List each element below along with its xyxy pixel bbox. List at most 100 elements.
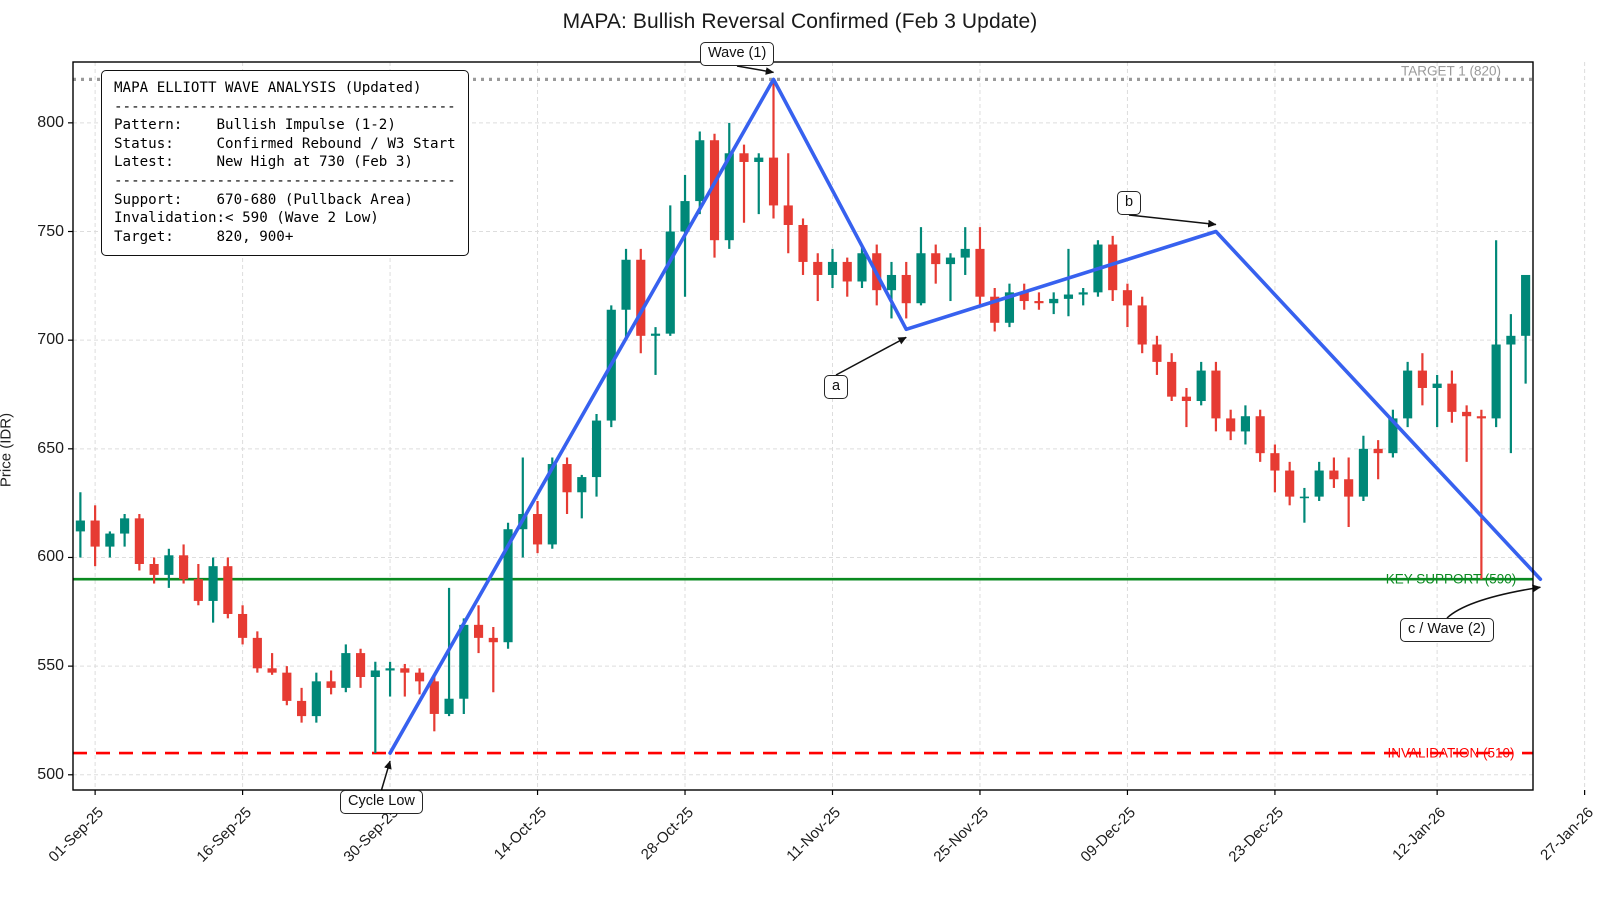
candle-body [414, 672, 425, 682]
candle-body [1137, 305, 1147, 345]
annotation-arrows [380, 65, 1541, 791]
candle-body [341, 653, 351, 688]
candle-body [1314, 470, 1324, 497]
candlestick-series [75, 79, 1531, 754]
chart-title: MAPA: Bullish Reversal Confirmed (Feb 3 … [562, 10, 1038, 33]
candle-body [1078, 292, 1088, 295]
candle-body [813, 261, 823, 275]
candle-body [1358, 448, 1368, 497]
candle-body [1004, 292, 1015, 323]
candle-body [901, 274, 911, 304]
candle-body [532, 514, 543, 545]
y-tick-label: 600 [37, 548, 64, 566]
candle-body [1226, 418, 1236, 432]
candle-body [1063, 294, 1074, 299]
candle-body [1211, 370, 1221, 419]
candle-body [282, 672, 292, 701]
candle-body [503, 529, 513, 643]
candle-body [724, 153, 734, 241]
y-tick-label: 650 [37, 439, 64, 457]
candle-body [1196, 370, 1206, 402]
elliott-wave-path [388, 77, 1543, 755]
candle-body [1447, 383, 1457, 412]
candle-body [827, 261, 838, 275]
candle-body [488, 637, 498, 643]
y-tick-label: 700 [37, 331, 64, 349]
callout-wave-1: Wave (1) [700, 42, 775, 66]
arrow-wave-c [1446, 584, 1541, 619]
candle-body [562, 464, 572, 493]
candle-body [650, 333, 661, 336]
hline-label-key-support: KEY SUPPORT (590) [1385, 571, 1517, 587]
candle-body [1432, 383, 1442, 388]
candle-body [990, 296, 1000, 323]
plot-frame [68, 61, 1586, 795]
candle-body [444, 698, 454, 714]
candle-body [179, 555, 189, 580]
candle-body [1270, 453, 1280, 471]
candle-body [665, 231, 675, 334]
candle-body [356, 653, 366, 677]
candle-body [400, 668, 410, 673]
candle-body [385, 668, 395, 671]
candle-body [1417, 370, 1427, 388]
candle-body [105, 533, 115, 547]
arrow-wave-a [835, 336, 907, 376]
candle-body [267, 668, 277, 673]
candle-body [1108, 244, 1118, 291]
candle-body [1344, 479, 1354, 497]
candle-body [223, 566, 233, 614]
candle-body [1019, 292, 1029, 302]
analysis-info-box: MAPA ELLIOTT WAVE ANALYSIS (Updated) ---… [101, 70, 469, 257]
candle-body [680, 201, 690, 232]
candle-body [1167, 361, 1177, 397]
elliott-wave-polyline [388, 77, 1543, 755]
candle-body [149, 563, 159, 575]
candle-body [591, 420, 602, 478]
candle-body [636, 259, 646, 336]
candle-body [1240, 416, 1250, 432]
candle-body [120, 518, 130, 534]
arrow-wave-1 [736, 65, 775, 75]
candle-body [1152, 344, 1162, 362]
candle-body [1181, 396, 1192, 402]
candle-body [739, 153, 749, 162]
arrow-wave-b [1128, 214, 1217, 228]
candle-body [473, 624, 484, 638]
candle-body [326, 681, 336, 688]
candle-body [931, 253, 941, 265]
callout-wave-b: b [1117, 191, 1142, 215]
candle-body [945, 257, 956, 265]
candle-body [842, 261, 852, 282]
plot-border [72, 61, 1534, 791]
candle-body [297, 700, 307, 717]
candle-body [783, 205, 793, 225]
candle-body [916, 253, 926, 304]
candle-body [193, 579, 203, 601]
candle-body [370, 670, 380, 677]
candle-body [547, 464, 557, 545]
candle-body [75, 520, 85, 532]
candle-body [975, 248, 985, 297]
candle-body [311, 681, 321, 717]
candle-body [1049, 298, 1059, 304]
candle-body [252, 637, 262, 669]
candle-body [1255, 416, 1265, 454]
candle-body [90, 520, 100, 547]
y-tick-label: 500 [37, 765, 64, 783]
candle-body [459, 624, 469, 699]
candle-body [1388, 418, 1398, 454]
hline-label-target-1: TARGET 1 (820) [1400, 63, 1502, 79]
candle-body [886, 274, 897, 291]
candle-body [1329, 470, 1339, 480]
hline-label-invalidation: INVALIDATION (510) [1387, 745, 1515, 761]
callout-wave-c: c / Wave (2) [1400, 618, 1494, 642]
candle-body [134, 518, 144, 564]
arrow-cycle-low [380, 760, 392, 791]
candle-body [695, 140, 705, 202]
candle-body [621, 259, 631, 310]
candle-body [1373, 448, 1383, 454]
candle-body [1034, 301, 1044, 304]
